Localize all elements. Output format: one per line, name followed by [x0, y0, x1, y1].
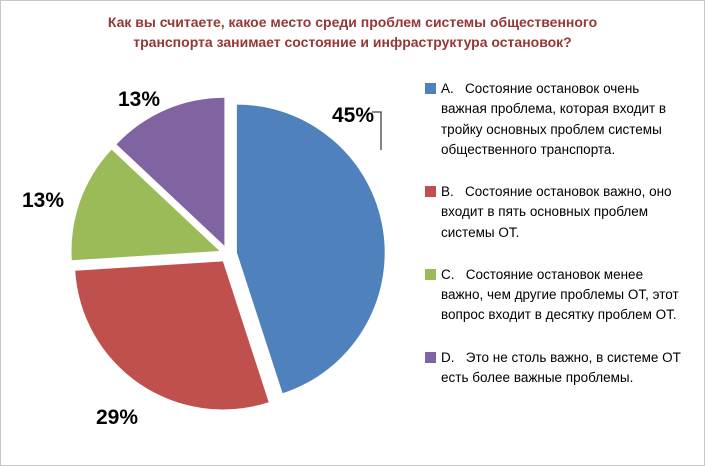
legend-item-d: D. Это не столь важно, в системе ОТ есть…	[425, 348, 695, 389]
legend-label-a: A. Состояние остановок очень важная проб…	[441, 81, 667, 157]
legend-label-d: D. Это не столь важно, в системе ОТ есть…	[441, 349, 681, 385]
pie-percent-label-d: 13%	[118, 88, 160, 111]
pie-percent-label-a: 45%	[332, 104, 374, 127]
label-leader-line	[372, 111, 382, 150]
legend-label-b: B. Состояние остановок важно, оно входит…	[441, 184, 672, 240]
pie-percent-label-c: 13%	[22, 189, 64, 212]
legend-item-a: A. Состояние остановок очень важная проб…	[425, 79, 695, 160]
legend-label-c: C. Состояние остановок менее важно, чем …	[441, 266, 679, 323]
pie-percent-label-b: 29%	[96, 406, 138, 429]
legend-item-c: C. Состояние остановок менее важно, чем …	[425, 265, 695, 326]
legend: A. Состояние остановок очень важная проб…	[425, 79, 695, 410]
legend-swatch-a	[425, 83, 436, 94]
pie-slice-d	[116, 97, 225, 246]
legend-swatch-d	[425, 351, 436, 363]
pie-slice-c	[71, 149, 220, 261]
pie-chart: 45% 29% 13% 13%	[22, 88, 385, 429]
chart-title: Как вы считаете, какое место среди пробл…	[107, 14, 598, 51]
legend-swatch-c	[425, 268, 436, 280]
pie-slice-a	[236, 104, 385, 394]
legend-item-b: B. Состояние остановок важно, оно входит…	[425, 182, 695, 243]
pie-slice-b	[75, 261, 269, 410]
legend-swatch-b	[425, 186, 436, 197]
